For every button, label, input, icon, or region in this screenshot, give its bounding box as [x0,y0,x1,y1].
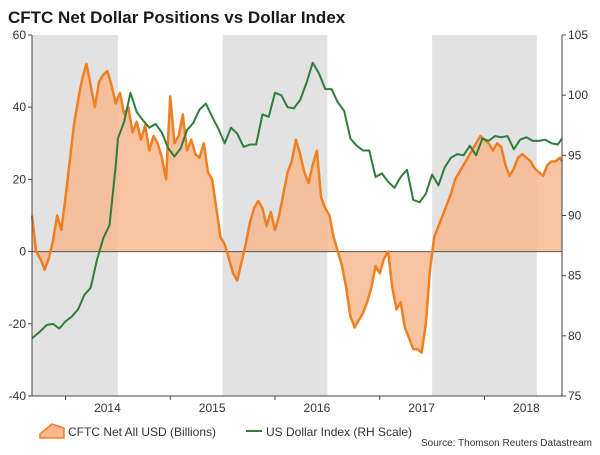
right-tick-label: 95 [568,148,582,162]
x-tick-label: 2018 [513,401,540,415]
left-tick-label: -20 [9,317,27,331]
legend-swatch-cftc [39,423,65,439]
right-axis-ticks: 75 80 85 90 95 100 105 [562,28,588,403]
right-tick-label: 90 [568,209,582,223]
left-tick-label: 0 [19,245,26,259]
right-tick-label: 100 [568,88,588,102]
series-lines [30,61,564,354]
x-tick-label: 2015 [199,401,226,415]
legend-label-cftc: CFTC Net All USD (Billions) [68,425,216,439]
source-note: Source: Thomson Reuters Datastream [421,438,592,449]
x-tick-label: 2017 [408,401,435,415]
right-tick-label: 85 [568,269,582,283]
left-tick-label: 60 [13,28,27,42]
x-tick-label: 2014 [94,401,121,415]
legend: CFTC Net All USD (Billions) US Dollar In… [39,423,412,439]
left-tick-label: 20 [13,172,27,186]
x-axis-ticks: 2014 2015 2016 2017 2018 [65,396,540,415]
cftc-line [30,62,564,354]
x-tick-label: 2016 [304,401,331,415]
right-tick-label: 105 [568,28,588,42]
cftc-area [32,63,562,353]
left-tick-label: -40 [9,389,27,403]
chart-title: CFTC Net Dollar Positions vs Dollar Inde… [8,8,346,27]
left-axis-ticks: -40 -20 0 20 40 60 [9,28,32,403]
left-tick-label: 40 [13,100,27,114]
dxy-line [31,61,563,340]
right-tick-label: 75 [568,389,582,403]
cftc-area-layer [32,63,562,353]
right-tick-label: 80 [568,329,582,343]
legend-label-dxy: US Dollar Index (RH Scale) [266,425,412,439]
